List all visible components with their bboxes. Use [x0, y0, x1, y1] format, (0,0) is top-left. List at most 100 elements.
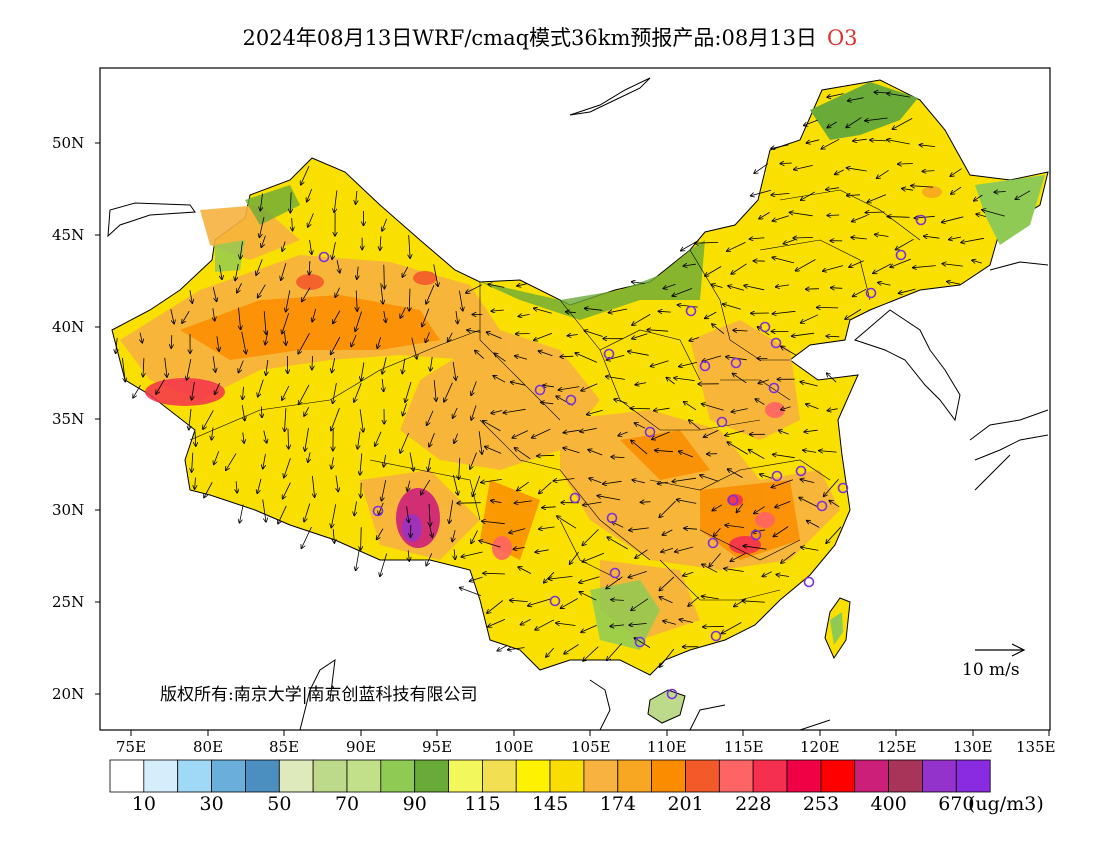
high-ozone-areas — [180, 295, 800, 560]
wind-arrow — [456, 311, 458, 323]
wind-arrow — [658, 311, 671, 312]
wind-arrow — [632, 333, 648, 339]
colorbar-tick-label: 90 — [402, 793, 427, 815]
wind-arrow — [683, 571, 694, 576]
wind-arrow — [610, 625, 625, 626]
lat-label-30n: 30N — [52, 501, 85, 519]
wind-arrow — [887, 93, 911, 98]
wind-arrow — [434, 380, 436, 401]
colorbar-tick-label: 50 — [267, 793, 292, 815]
wind-arrow — [334, 190, 338, 213]
wind-arrow — [243, 432, 244, 443]
wind-arrow — [510, 600, 528, 601]
wind-arrow — [332, 242, 336, 259]
colorbar-swatch — [854, 759, 890, 793]
wind-arrow — [258, 284, 266, 298]
wind-arrow — [358, 431, 361, 449]
colorbar-tick-label: 115 — [464, 793, 501, 815]
wind-arrow — [515, 448, 531, 460]
wind-arrow — [402, 266, 409, 277]
wind-arrow — [677, 500, 697, 504]
wind-arrow — [553, 479, 575, 481]
wind-arrow — [870, 140, 887, 141]
wind-arrow — [515, 356, 528, 360]
wind-arrow — [611, 457, 625, 458]
wind-arrow — [847, 168, 867, 172]
wind-arrow — [384, 264, 385, 289]
lat-label-35n: 35N — [52, 410, 85, 428]
wind-arrow — [282, 312, 290, 334]
wind-arrow — [290, 192, 291, 212]
wind-arrow — [282, 241, 285, 252]
wind-arrow — [666, 378, 675, 385]
wind-arrow — [335, 287, 340, 297]
wind-arrow — [794, 165, 813, 169]
hotspot-areas — [145, 186, 942, 560]
wind-arrow — [461, 551, 483, 557]
wind-arrow — [942, 216, 964, 223]
wind-arrow — [428, 457, 430, 471]
lon-label-110e: 110E — [647, 738, 687, 756]
wind-arrow — [829, 501, 840, 508]
wind-arrow — [427, 410, 434, 425]
wind-arrow — [654, 408, 670, 410]
colorbar-swatch — [651, 759, 686, 793]
copyright-text: 版权所有:南京大学|南京创蓝科技有限公司 — [160, 685, 478, 705]
wind-arrow — [724, 569, 744, 572]
wind-arrow — [241, 331, 246, 354]
wind-arrow — [877, 169, 889, 178]
wind-arrow — [790, 212, 813, 217]
wind-arrow — [260, 193, 262, 211]
wind-arrow — [890, 258, 911, 267]
wind-arrow — [852, 214, 868, 221]
wind-arrow — [826, 526, 842, 543]
wind-arrow — [518, 314, 530, 316]
wind-arrow — [824, 478, 839, 496]
colorbar-swatch — [718, 759, 754, 793]
wind-arrow — [583, 501, 602, 505]
wind-arrow — [380, 553, 388, 577]
wind-arrow — [243, 386, 244, 400]
species-label: O3 — [826, 26, 858, 50]
wind-arrow — [801, 314, 819, 323]
wind-arrow — [950, 168, 962, 177]
wind-arrow — [913, 266, 936, 268]
wind-arrow — [911, 186, 934, 187]
wind-arrow — [422, 308, 430, 327]
wind-arrow — [658, 482, 669, 484]
wind-arrow — [285, 408, 286, 431]
wind-arrow — [263, 430, 267, 443]
wind-arrow — [203, 410, 214, 429]
wind-arrow — [331, 336, 341, 354]
wind-arrow — [759, 212, 770, 218]
wind-arrow — [603, 480, 622, 484]
wind-arrow — [823, 265, 844, 272]
wind-arrow — [488, 284, 505, 288]
wind-arrow — [331, 457, 333, 469]
wind-arrow — [849, 260, 864, 267]
wind-arrow — [309, 260, 310, 275]
wind-arrow — [299, 384, 310, 405]
wind-arrow — [452, 361, 456, 380]
wind-arrow — [628, 571, 647, 577]
wind-arrow — [853, 288, 867, 296]
colorbar-tick-label: 228 — [735, 793, 772, 815]
wind-arrow — [403, 403, 407, 416]
colorbar-swatch — [278, 759, 314, 793]
wind-arrow — [754, 506, 765, 514]
lat-label-20n: 20N — [52, 685, 85, 703]
wind-arrow — [1015, 190, 1031, 200]
wind-arrow — [684, 528, 698, 529]
wind-arrow — [354, 383, 362, 402]
wind-arrow — [242, 405, 245, 420]
wind-arrow — [804, 430, 818, 432]
wind-arrow — [773, 310, 796, 314]
wind-arrow — [425, 332, 430, 342]
wind-arrow — [512, 430, 528, 438]
colorbar-tick-label: 253 — [802, 793, 840, 815]
wind-arrow — [517, 481, 530, 491]
wind-arrow — [156, 379, 165, 395]
wind-arrow — [187, 359, 192, 380]
wind-arrow — [212, 427, 214, 440]
wind-arrow — [951, 186, 962, 194]
